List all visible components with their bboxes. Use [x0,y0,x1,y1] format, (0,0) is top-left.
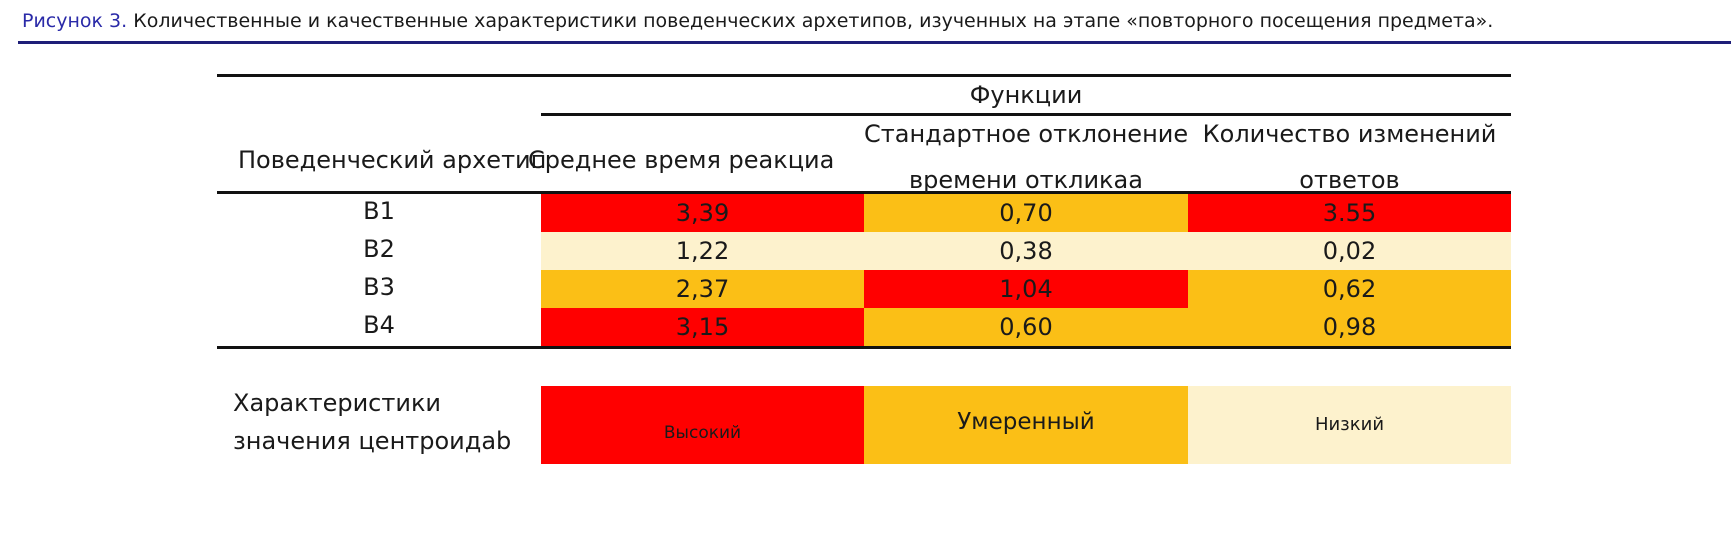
row-label-b4: B4 [363,311,395,339]
cell-b4-std: 0,60 [864,308,1188,346]
legend-label-line1: Характеристики [233,389,442,417]
cell-b4-mean-time: 3,15 [541,308,864,346]
col-header-std-line2: времени откликаа [909,166,1143,194]
col-header-mean-time: Среднее время реакциа [528,146,835,174]
legend-high: Высокий [541,386,864,464]
figure-caption-text: Количественные и качественные характерис… [133,10,1494,32]
col-header-std-line1: Стандартное отклонение [864,120,1189,148]
table-top-rule [217,74,1511,77]
cell-b1-changes: 3.55 [1188,194,1511,232]
cell-b1-std: 0,70 [864,194,1188,232]
group-header-functions: Функции [969,81,1083,109]
row-label-b1: B1 [363,197,395,225]
group-header-rule [541,113,1511,116]
header-bottom-rule [217,191,1511,194]
cell-b1-mean-time: 3,39 [541,194,864,232]
cell-b3-changes: 0,62 [1188,270,1511,308]
legend-low-label: Низкий [1314,414,1385,435]
cell-b2-mean-time: 1,22 [541,232,864,270]
col-header-changes-line2: ответов [1299,166,1400,194]
legend-label-line2: значения центроидab [233,427,512,455]
cell-b4-changes: 0,98 [1188,308,1511,346]
legend-moderate: Умеренный [864,386,1188,464]
col-header-changes-line1: Количество изменений [1202,120,1497,148]
cell-b2-std: 0,38 [864,232,1188,270]
cell-b2-changes: 0,02 [1188,232,1511,270]
table-bottom-rule [217,346,1511,349]
legend-low: Низкий [1188,386,1511,464]
row-label-b3: B3 [363,273,395,301]
cell-b3-std: 1,04 [864,270,1188,308]
figure-caption: Рисунок 3. Количественные и качественные… [22,8,1493,34]
figure-number: Рисунок 3. [22,10,128,32]
legend-high-label: Высокий [663,423,742,443]
legend-moderate-label: Умеренный [957,409,1095,435]
row-label-b2: B2 [363,235,395,263]
cell-b3-mean-time: 2,37 [541,270,864,308]
caption-divider [18,41,1731,44]
row-header-archetype: Поведенческий архетип [238,146,547,174]
